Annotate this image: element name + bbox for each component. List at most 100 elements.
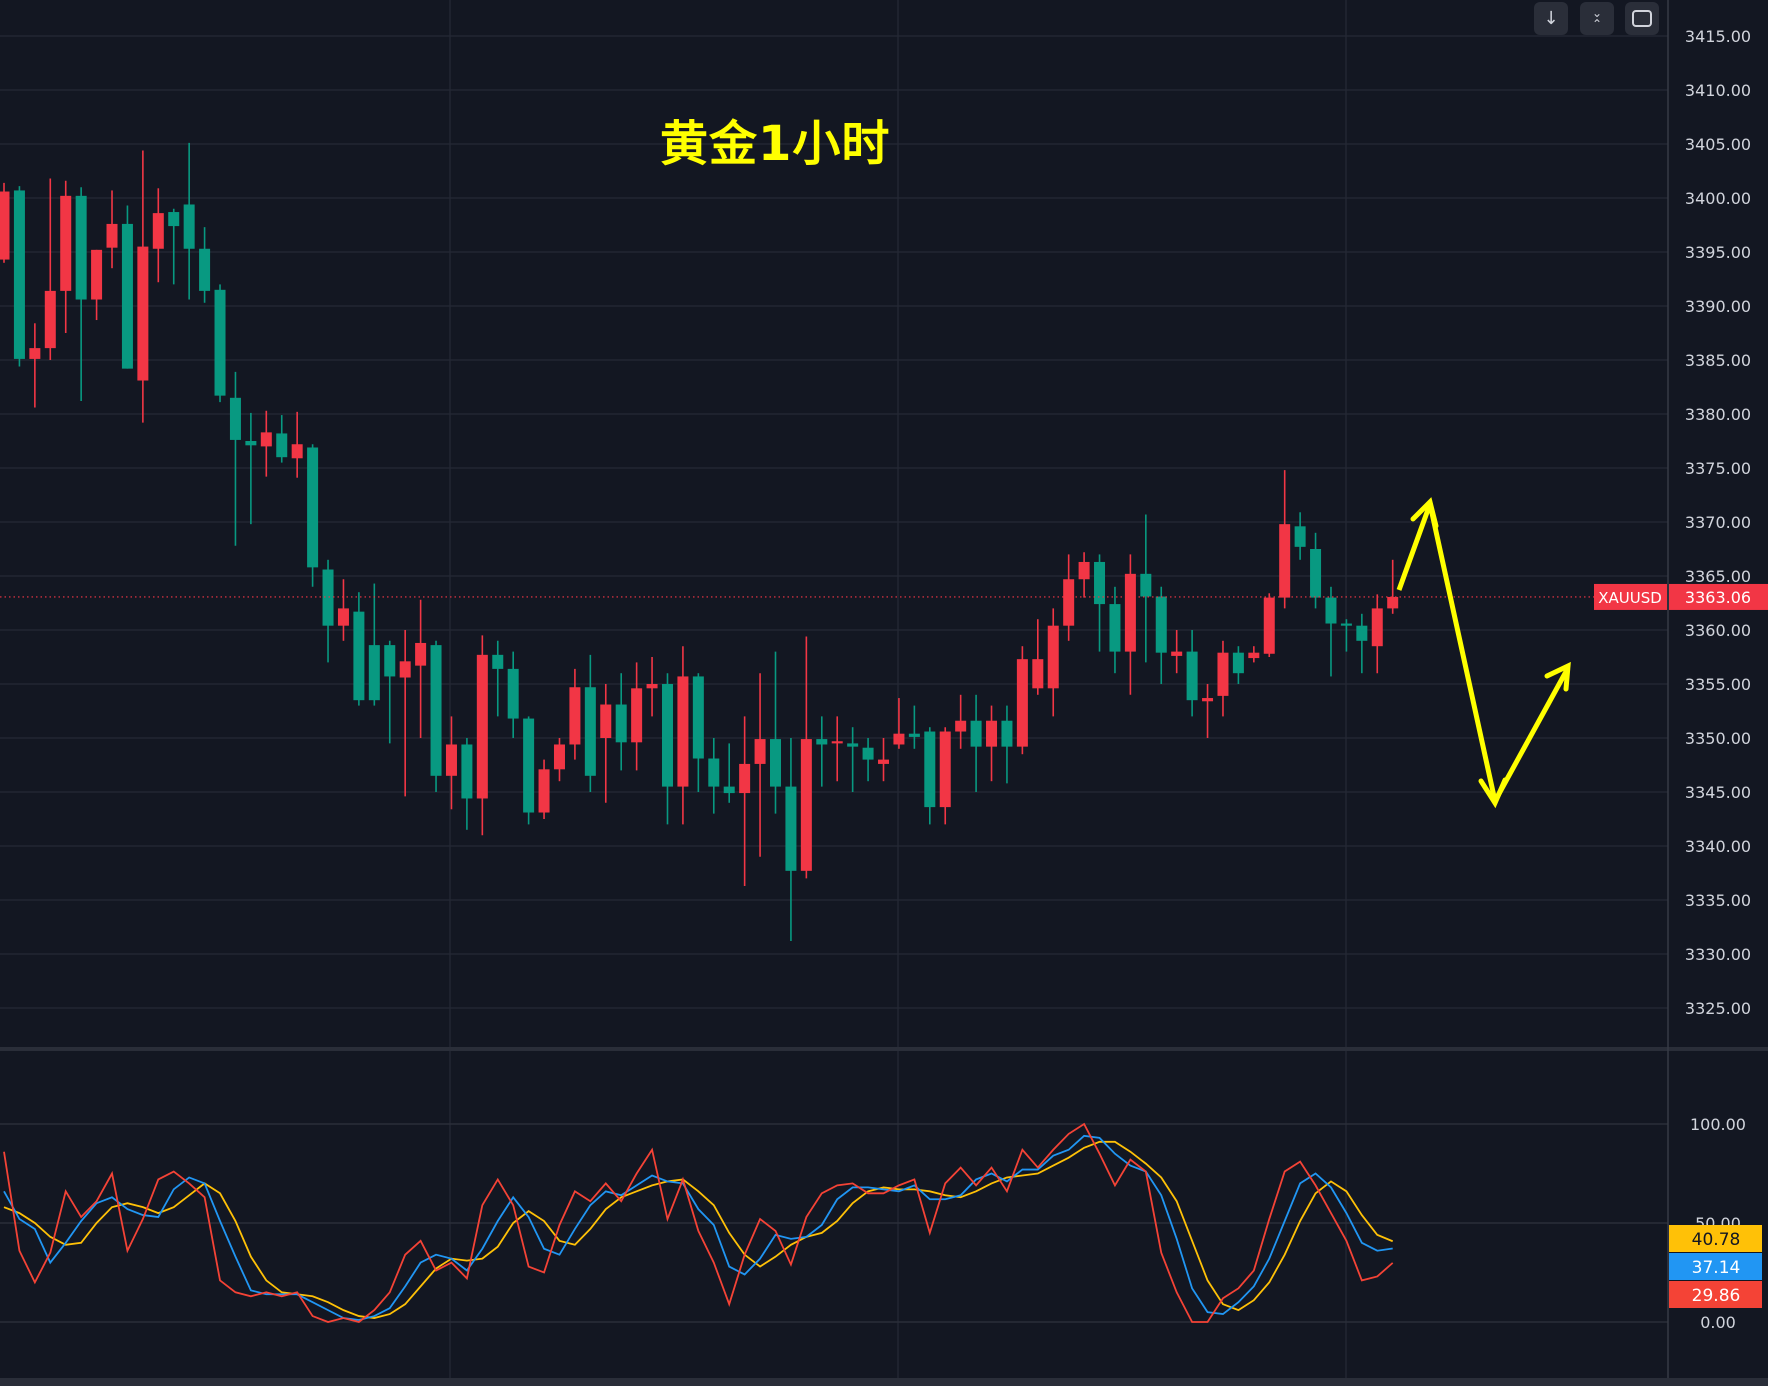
- oscillator-value-mid: 37.14: [1692, 1258, 1741, 1278]
- candle-body: [584, 687, 596, 776]
- price-tick-label: 3410.00: [1685, 81, 1751, 100]
- price-tick-label: 3415.00: [1685, 27, 1751, 46]
- candle-body: [1217, 652, 1229, 696]
- candle-body: [1325, 597, 1337, 624]
- price-tick-label: 3360.00: [1685, 621, 1751, 640]
- candle-body: [106, 223, 118, 248]
- price-tick-label: 3375.00: [1685, 459, 1751, 478]
- candle-body: [322, 569, 334, 626]
- price-tick-label: 3395.00: [1685, 243, 1751, 262]
- fullscreen-button[interactable]: [1625, 2, 1659, 35]
- candle-body: [29, 348, 41, 359]
- candle-body: [0, 191, 10, 260]
- candle-body: [44, 290, 56, 349]
- candle-body: [770, 739, 781, 787]
- candle-body: [1001, 720, 1013, 747]
- candle-body: [91, 249, 103, 300]
- price-tick-label: 3405.00: [1685, 135, 1751, 154]
- candle-body: [723, 786, 735, 794]
- bottom-border: [0, 1378, 1768, 1386]
- price-tick-label: 3355.00: [1685, 675, 1751, 694]
- price-tick-label: 3380.00: [1685, 405, 1751, 424]
- oscillator-value-badge-bg: [1669, 1253, 1762, 1280]
- pane-separator: [0, 1047, 1768, 1051]
- candle-body: [1232, 652, 1244, 674]
- arrow-head-icon: [1410, 497, 1439, 529]
- candle-body: [631, 688, 643, 743]
- candle-body: [600, 704, 612, 738]
- candle-body: [1356, 625, 1368, 641]
- candle-body: [1263, 597, 1275, 654]
- candle-body: [677, 676, 689, 787]
- candle-body: [1186, 651, 1198, 701]
- candle-body: [569, 687, 581, 745]
- candle-body: [831, 741, 843, 744]
- candle-body: [199, 248, 211, 291]
- last-price-label-bg: [1669, 583, 1768, 610]
- candle-body: [183, 204, 195, 249]
- price-tick-label: 3340.00: [1685, 837, 1751, 856]
- candle-body: [661, 684, 673, 787]
- candle-body: [847, 743, 859, 747]
- price-tick-label: 3400.00: [1685, 189, 1751, 208]
- candle-body: [1294, 526, 1306, 547]
- collapse-icon: ⌄ ⌃: [1591, 5, 1603, 31]
- candle-body: [214, 289, 226, 396]
- symbol-label-bg: [1594, 583, 1667, 610]
- candle-body: [60, 195, 72, 291]
- candle-body: [523, 718, 535, 813]
- auto-scale-button[interactable]: ⌄ ⌃: [1580, 2, 1614, 35]
- last-price-label: 3363.06: [1685, 588, 1751, 607]
- candle-body: [121, 223, 133, 369]
- candle-body: [1279, 524, 1291, 598]
- oscillator-value-badge-bg: [1669, 1225, 1762, 1252]
- chart-title: 黄金1小时: [660, 116, 891, 172]
- candle-body: [862, 747, 874, 760]
- oscillator-tick-label: 0.00: [1700, 1313, 1736, 1332]
- candle-body: [1047, 625, 1059, 689]
- candle-body: [75, 195, 87, 300]
- candle-body: [1155, 596, 1167, 653]
- candle-body: [785, 786, 797, 871]
- oscillator-line-mid: [3, 1134, 1393, 1321]
- candle-body: [13, 190, 25, 359]
- candle-body: [276, 433, 288, 458]
- candle-body: [476, 654, 488, 799]
- candle-body: [260, 432, 272, 447]
- candle-body: [137, 246, 149, 381]
- arrow-head-icon: [1544, 661, 1571, 692]
- arrow-head-icon: [1478, 777, 1508, 809]
- candle-body: [1078, 561, 1090, 580]
- candle-body: [1310, 549, 1322, 598]
- candle-body: [291, 444, 303, 459]
- oscillator-tick-label: 100.00: [1690, 1115, 1746, 1134]
- candle-body: [939, 731, 951, 808]
- scroll-to-latest-button[interactable]: ↓: [1534, 2, 1568, 35]
- price-tick-label: 3325.00: [1685, 999, 1751, 1018]
- candle-body: [415, 642, 427, 666]
- candle-body: [1032, 659, 1044, 689]
- oscillator-value-badge-bg: [1669, 1281, 1762, 1308]
- candle-body: [1063, 579, 1075, 626]
- symbol-label: XAUUSD: [1598, 589, 1662, 607]
- candle-body: [1340, 623, 1352, 626]
- price-tick-label: 3350.00: [1685, 729, 1751, 748]
- candle-body: [152, 213, 164, 249]
- candle-body: [368, 645, 380, 701]
- candle-body: [353, 611, 365, 701]
- candle-body: [1171, 651, 1183, 656]
- price-tick-label: 3335.00: [1685, 891, 1751, 910]
- candle-body: [461, 744, 473, 799]
- candle-body: [399, 661, 411, 678]
- price-tick-label: 3345.00: [1685, 783, 1751, 802]
- candle-body: [955, 720, 967, 732]
- candle-body: [878, 759, 890, 764]
- oscillator-line-fast: [3, 1122, 1394, 1323]
- candle-body: [1140, 573, 1152, 597]
- candle-body: [970, 720, 982, 747]
- candle-body: [307, 447, 319, 568]
- oscillator-value-fast: 29.86: [1692, 1286, 1741, 1306]
- candle-body: [445, 744, 457, 776]
- candle-body: [986, 720, 998, 747]
